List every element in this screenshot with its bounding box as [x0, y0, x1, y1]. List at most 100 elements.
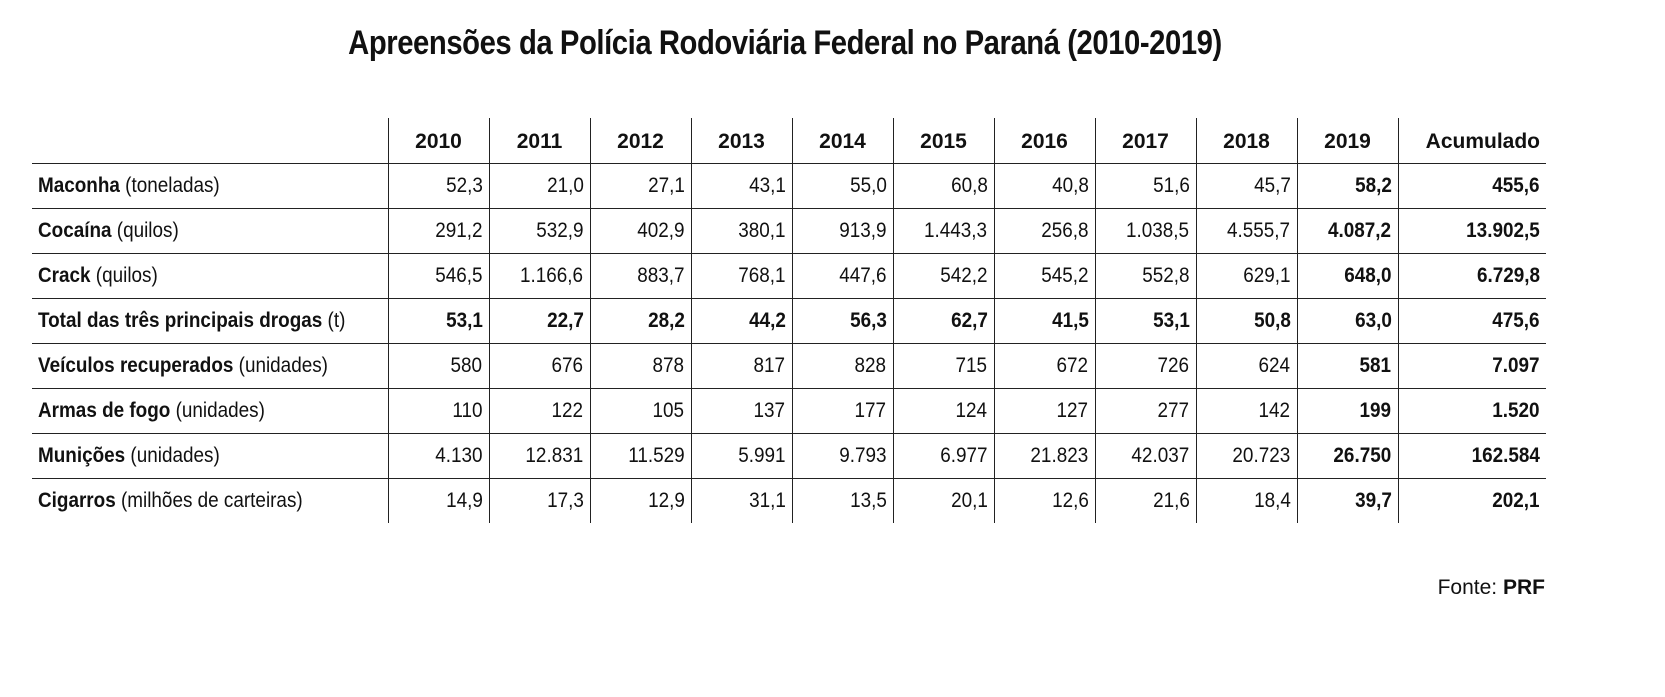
row-label-text: Cocaína (quilos) — [38, 219, 179, 243]
value-cell: 22,7 — [488, 297, 590, 343]
value-cell: 1.443,3 — [892, 207, 994, 253]
value-cell: 546,5 — [387, 252, 489, 298]
value-cell: 4.130 — [387, 432, 489, 478]
value-cell: 177 — [791, 387, 893, 433]
cell-value: 913,9 — [839, 218, 887, 242]
cell-value: 45,7 — [1253, 173, 1291, 197]
value-cell: 18,4 — [1195, 477, 1297, 523]
row-unit: (unidades) — [130, 443, 220, 467]
cell-value: 40,8 — [1051, 173, 1089, 197]
column-header: 2018 — [1195, 118, 1297, 164]
cell-value: 42.037 — [1131, 443, 1190, 467]
value-cell: 629,1 — [1195, 252, 1297, 298]
cell-value: 883,7 — [637, 263, 685, 287]
value-cell: 447,6 — [791, 252, 893, 298]
cell-value: 53,1 — [445, 308, 483, 332]
row-label: Cigarros (milhões de carteiras) — [32, 477, 388, 523]
cell-value: 1.443,3 — [924, 218, 988, 242]
cell-value: 28,2 — [647, 308, 685, 332]
value-cell: 883,7 — [589, 252, 691, 298]
cell-value: 4.087,2 — [1328, 218, 1392, 242]
row-label: Veículos recuperados (unidades) — [32, 342, 388, 388]
row-label: Crack (quilos) — [32, 252, 388, 298]
value-cell: 31,1 — [690, 477, 792, 523]
value-cell: 40,8 — [993, 162, 1095, 208]
value-cell: 28,2 — [589, 297, 691, 343]
cell-value: 4.130 — [435, 443, 483, 467]
row-name: Cigarros — [38, 488, 116, 512]
value-cell: 878 — [589, 342, 691, 388]
value-cell: 105 — [589, 387, 691, 433]
cell-value: 20.723 — [1232, 443, 1291, 467]
row-name: Armas de fogo — [38, 398, 171, 422]
cell-value: 20,1 — [950, 488, 988, 512]
column-header: 2014 — [791, 118, 893, 164]
cell-value: 5.991 — [738, 443, 786, 467]
row-label-text: Maconha (toneladas) — [38, 174, 220, 198]
accumulated-cell: 475,6 — [1397, 297, 1546, 343]
accumulated-cell: 6.729,8 — [1397, 252, 1546, 298]
value-cell: 256,8 — [993, 207, 1095, 253]
value-cell: 62,7 — [892, 297, 994, 343]
value-cell: 726 — [1094, 342, 1196, 388]
row-unit: (quilos) — [95, 263, 158, 287]
column-header: 2011 — [488, 118, 590, 164]
cell-value: 31,1 — [748, 488, 786, 512]
value-cell: 545,2 — [993, 252, 1095, 298]
cell-value: 12.831 — [525, 443, 584, 467]
value-cell: 39,7 — [1296, 477, 1398, 523]
cell-value: 122 — [551, 398, 584, 422]
value-cell: 12.831 — [488, 432, 590, 478]
seizures-table: 2010 2011 2012 2013 2014 2015 2016 2017 … — [32, 118, 1546, 523]
column-header: 2015 — [892, 118, 994, 164]
cell-value: 177 — [854, 398, 887, 422]
value-cell: 532,9 — [488, 207, 590, 253]
row-label: Armas de fogo (unidades) — [32, 387, 388, 433]
column-header: 2013 — [690, 118, 792, 164]
column-header: 2010 — [387, 118, 489, 164]
value-cell: 14,9 — [387, 477, 489, 523]
row-name: Crack — [38, 263, 91, 287]
cell-value: 13.902,5 — [1466, 218, 1540, 242]
value-cell: 122 — [488, 387, 590, 433]
value-cell: 828 — [791, 342, 893, 388]
value-cell: 43,1 — [690, 162, 792, 208]
value-cell: 676 — [488, 342, 590, 388]
row-unit: (toneladas) — [125, 173, 220, 197]
value-cell: 53,1 — [387, 297, 489, 343]
accumulated-cell: 1.520 — [1397, 387, 1546, 433]
cell-value: 63,0 — [1354, 308, 1392, 332]
cell-value: 581 — [1359, 353, 1392, 377]
value-cell: 20.723 — [1195, 432, 1297, 478]
cell-value: 1.166,6 — [520, 263, 584, 287]
value-cell: 402,9 — [589, 207, 691, 253]
cell-value: 545,2 — [1041, 263, 1089, 287]
cell-value: 402,9 — [637, 218, 685, 242]
cell-value: 9.793 — [839, 443, 887, 467]
cell-value: 291,2 — [435, 218, 483, 242]
accumulated-cell: 7.097 — [1397, 342, 1546, 388]
cell-value: 21,6 — [1152, 488, 1190, 512]
cell-value: 58,2 — [1354, 173, 1392, 197]
value-cell: 127 — [993, 387, 1095, 433]
cell-value: 546,5 — [435, 263, 483, 287]
cell-value: 475,6 — [1492, 308, 1540, 332]
cell-value: 542,2 — [940, 263, 988, 287]
cell-value: 55,0 — [849, 173, 887, 197]
row-label: Munições (unidades) — [32, 432, 388, 478]
cell-value: 127 — [1056, 398, 1089, 422]
cell-value: 14,9 — [445, 488, 483, 512]
source-name: PRF — [1503, 576, 1545, 599]
cell-value: 380,1 — [738, 218, 786, 242]
value-cell: 581 — [1296, 342, 1398, 388]
value-cell: 1.166,6 — [488, 252, 590, 298]
source-prefix: Fonte: — [1437, 576, 1498, 599]
value-cell: 110 — [387, 387, 489, 433]
value-cell: 26.750 — [1296, 432, 1398, 478]
value-cell: 380,1 — [690, 207, 792, 253]
accumulated-cell: 13.902,5 — [1397, 207, 1546, 253]
value-cell: 672 — [993, 342, 1095, 388]
cell-value: 672 — [1056, 353, 1089, 377]
row-name: Veículos recuperados — [38, 353, 234, 377]
value-cell: 768,1 — [690, 252, 792, 298]
